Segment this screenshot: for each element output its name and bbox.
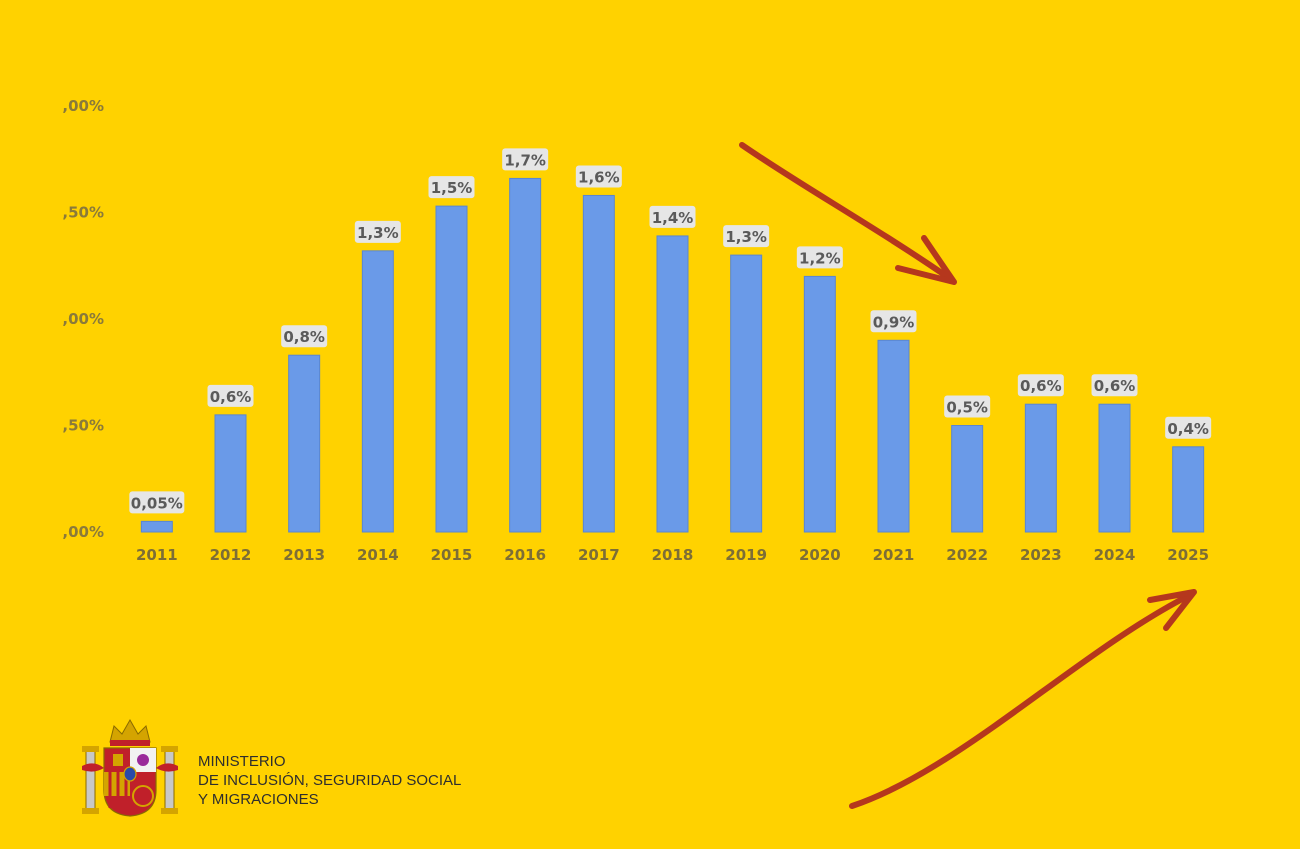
x-tick-label: 2017 [578, 546, 620, 564]
data-label-text: 1,7% [504, 151, 546, 169]
x-tick-label: 2020 [799, 546, 841, 564]
bars [140, 177, 1205, 533]
data-label: 1,2% [796, 246, 843, 269]
x-tick-label: 2023 [1020, 546, 1062, 564]
bar [1098, 403, 1131, 533]
x-tick-label: 2024 [1094, 546, 1136, 564]
data-label: 1,3% [354, 220, 401, 243]
bar [730, 254, 763, 533]
data-label-text: 1,3% [357, 224, 399, 242]
y-tick-label: ,50% [62, 204, 104, 222]
bar [803, 275, 836, 533]
bar [214, 414, 247, 533]
x-tick-label: 2018 [652, 546, 694, 564]
x-tick-label: 2019 [725, 546, 767, 564]
data-label-text: 0,6% [1020, 377, 1062, 395]
data-label: 1,7% [502, 148, 549, 171]
y-tick-label: ,50% [62, 417, 104, 435]
data-label: 1,3% [723, 225, 770, 248]
data-label: 0,6% [1017, 374, 1064, 397]
data-label-background [354, 220, 401, 243]
bar [361, 250, 394, 533]
data-label-text: 0,6% [1094, 377, 1136, 395]
data-label-background [944, 395, 991, 418]
x-tick-label: 2025 [1167, 546, 1209, 564]
bar [656, 235, 689, 533]
bar [877, 339, 910, 533]
bar [1024, 403, 1057, 533]
ministry-name-line-2: DE INCLUSIÓN, SEGURIDAD SOCIAL [198, 772, 462, 789]
data-label-text: 1,6% [578, 168, 620, 186]
data-label-background [428, 176, 475, 199]
x-tick-label: 2021 [873, 546, 915, 564]
ministry-logo: MINISTERIO DE INCLUSIÓN, SEGURIDAD SOCIA… [60, 700, 508, 849]
data-label: 0,6% [1091, 374, 1138, 397]
data-label-background [502, 148, 549, 171]
x-axis: 2011 2012 2013 2014 2015 2016 2017 2018 2019 2020… [136, 546, 1209, 564]
data-label-background [649, 205, 696, 228]
data-label-background [870, 310, 917, 333]
data-label-background [575, 165, 622, 188]
bar [582, 194, 615, 533]
data-label: 0,05% [129, 491, 185, 514]
bar [288, 354, 321, 533]
x-tick-label: 2013 [283, 546, 325, 564]
bar [140, 520, 173, 533]
data-label-text: 0,05% [131, 494, 183, 512]
data-label-text: 0,5% [946, 399, 988, 417]
data-label-text: 1,5% [431, 179, 473, 197]
data-label: 1,4% [649, 205, 696, 228]
data-label-text: 0,8% [283, 328, 325, 346]
bar [509, 177, 542, 533]
x-tick-label: 2012 [210, 546, 252, 564]
bar [435, 205, 468, 533]
data-label: 1,6% [575, 165, 622, 188]
data-label: 0,8% [281, 325, 328, 348]
data-label-text: 1,2% [799, 249, 841, 267]
data-label: 0,6% [207, 384, 254, 407]
data-label: 0,4% [1165, 416, 1212, 439]
y-tick-label: ,00% [62, 310, 104, 328]
bar [1172, 446, 1205, 533]
data-label-text: 0,4% [1167, 420, 1209, 438]
y-axis: ,00% ,50% ,00% ,50% ,00% [62, 97, 104, 541]
data-label: 0,5% [944, 395, 991, 418]
coat-of-arms-icon [82, 718, 178, 817]
bar [951, 425, 984, 533]
data-label-text: 0,9% [873, 313, 915, 331]
ministry-name: MINISTERIO DE INCLUSIÓN, SEGURIDAD SOCIA… [198, 752, 461, 809]
x-tick-label: 2014 [357, 546, 399, 564]
ministry-name-line-1: MINISTERIO [198, 753, 286, 770]
x-tick-label: 2015 [431, 546, 473, 564]
data-label-background [129, 491, 185, 514]
data-label-background [1017, 374, 1064, 397]
data-label-background [281, 325, 328, 348]
data-label-text: 0,6% [210, 388, 252, 406]
x-tick-label: 2022 [946, 546, 988, 564]
data-label-text: 1,3% [725, 228, 767, 246]
y-tick-label: ,00% [62, 523, 104, 541]
data-label: 0,9% [870, 310, 917, 333]
data-label-text: 1,4% [652, 209, 694, 227]
y-tick-label: ,00% [62, 97, 104, 115]
x-tick-label: 2011 [136, 546, 178, 564]
ministry-name-line-3: Y MIGRACIONES [198, 791, 319, 808]
data-label-background [207, 384, 254, 407]
x-tick-label: 2016 [504, 546, 546, 564]
data-label: 1,5% [428, 176, 475, 199]
data-label-background [1091, 374, 1138, 397]
data-label-background [1165, 416, 1212, 439]
